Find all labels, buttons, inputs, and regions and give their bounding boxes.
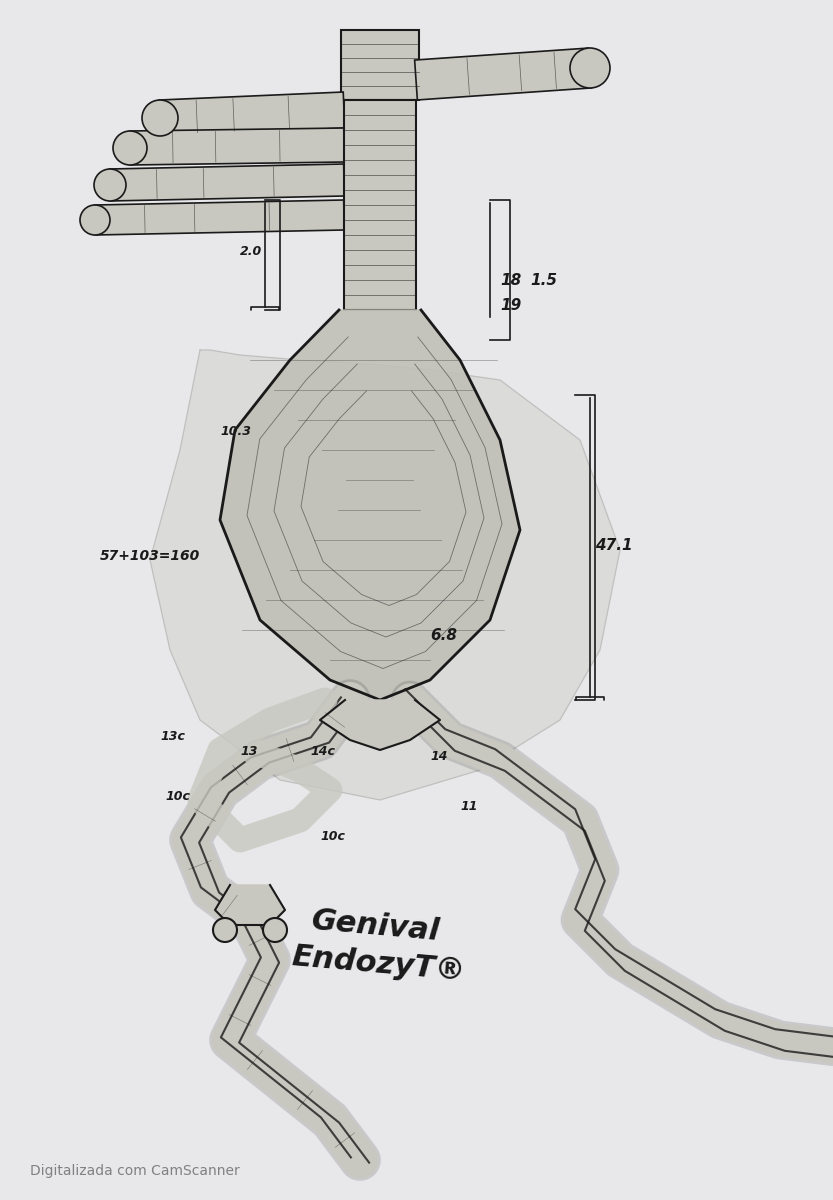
Text: 10c: 10c: [320, 830, 345, 842]
Polygon shape: [344, 100, 416, 310]
Text: 1.5: 1.5: [530, 272, 557, 288]
Text: 19: 19: [500, 298, 521, 313]
Text: EndozyT®: EndozyT®: [290, 942, 466, 986]
Polygon shape: [130, 128, 344, 164]
Circle shape: [80, 205, 110, 235]
Text: Digitalizada com CamScanner: Digitalizada com CamScanner: [30, 1164, 240, 1178]
Text: 10.3: 10.3: [220, 425, 251, 438]
Circle shape: [263, 918, 287, 942]
Text: 14: 14: [430, 750, 447, 763]
Text: Genival: Genival: [310, 906, 441, 946]
Circle shape: [213, 918, 237, 942]
Text: 47.1: 47.1: [595, 538, 632, 553]
Polygon shape: [320, 700, 440, 750]
Text: 57+103=160: 57+103=160: [100, 550, 200, 563]
Circle shape: [113, 131, 147, 164]
Text: 13: 13: [240, 745, 257, 758]
Text: 11: 11: [460, 800, 477, 814]
Text: 10c: 10c: [165, 790, 190, 803]
Polygon shape: [95, 200, 344, 235]
Circle shape: [570, 48, 610, 88]
Text: 6.8: 6.8: [430, 628, 457, 643]
Circle shape: [142, 100, 178, 136]
Polygon shape: [341, 30, 419, 100]
Polygon shape: [159, 92, 345, 136]
Text: 2.0: 2.0: [240, 245, 262, 258]
Polygon shape: [110, 164, 344, 200]
Circle shape: [94, 169, 126, 200]
Text: 13c: 13c: [160, 730, 185, 743]
Polygon shape: [220, 310, 520, 700]
Text: 18: 18: [500, 272, 521, 288]
Text: 14c: 14c: [310, 745, 335, 758]
Polygon shape: [215, 886, 285, 925]
Polygon shape: [415, 48, 591, 100]
Polygon shape: [150, 350, 620, 800]
